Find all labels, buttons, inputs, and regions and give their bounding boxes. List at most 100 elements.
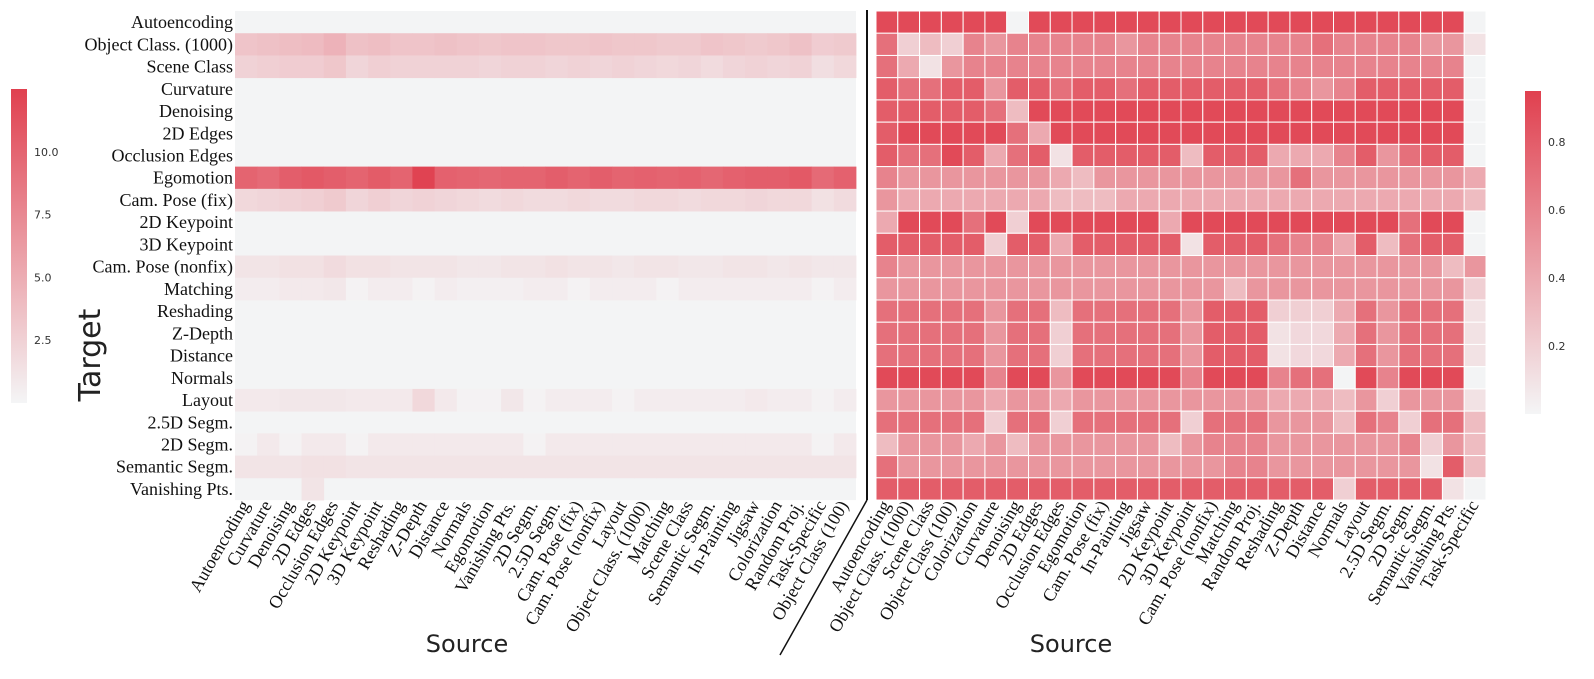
right-cell xyxy=(1420,121,1443,145)
left-cell xyxy=(501,188,524,212)
left-cell xyxy=(523,188,546,212)
left-cell xyxy=(789,388,813,412)
left-cell xyxy=(501,388,524,412)
left-cell xyxy=(545,188,569,212)
right-cell xyxy=(1398,99,1422,123)
right-cell xyxy=(1071,432,1095,457)
right-cell xyxy=(940,54,964,79)
left-cell xyxy=(257,388,280,412)
right-cell xyxy=(1006,188,1030,212)
right-cell xyxy=(1289,299,1313,323)
left-cell xyxy=(634,33,657,56)
right-cell xyxy=(1245,10,1269,34)
left-cell xyxy=(545,455,569,479)
row-label: Object Class. (1000) xyxy=(85,34,233,55)
left-cell xyxy=(545,255,569,279)
right-cell xyxy=(1071,32,1095,56)
right-cell xyxy=(1333,343,1356,368)
right-cell xyxy=(984,166,1008,190)
right-cell xyxy=(1267,277,1291,301)
right-cell xyxy=(1049,10,1073,34)
left-cell xyxy=(456,188,480,212)
right-cell xyxy=(919,321,942,345)
right-cell xyxy=(1267,388,1291,412)
right-cell xyxy=(1398,366,1422,390)
right-cell xyxy=(875,343,899,368)
right-cell xyxy=(1093,54,1117,79)
right-cell xyxy=(1049,143,1073,168)
left-cell xyxy=(456,166,480,190)
right-cell xyxy=(1376,366,1400,390)
right-cell xyxy=(1463,99,1487,123)
left-cell xyxy=(323,388,347,412)
right-cell xyxy=(1398,210,1422,234)
left-cell xyxy=(678,277,702,301)
left-cell xyxy=(478,433,502,456)
right-cell xyxy=(1180,232,1204,257)
right-x-axis-title: Source xyxy=(1030,630,1112,658)
right-cell xyxy=(1289,10,1313,34)
right-cell xyxy=(1376,432,1400,457)
left-cell xyxy=(368,188,391,212)
right-cell xyxy=(919,166,942,190)
right-cell xyxy=(875,77,899,101)
right-cell xyxy=(984,99,1008,123)
right-cell xyxy=(1333,388,1356,412)
left-cell xyxy=(501,166,524,190)
right-cell xyxy=(1441,388,1465,412)
row-label: Egomotion xyxy=(153,168,233,188)
right-cell xyxy=(1398,321,1422,345)
left-cell xyxy=(235,166,258,190)
right-cell xyxy=(1441,32,1465,56)
right-cell xyxy=(1289,121,1313,145)
left-cell xyxy=(811,277,835,301)
left-cell xyxy=(789,188,813,212)
left-cell xyxy=(634,55,657,79)
right-cell xyxy=(1463,188,1487,212)
right-cell xyxy=(1354,54,1378,79)
right-cell xyxy=(1398,277,1422,301)
left-cell xyxy=(678,188,702,212)
left-cell xyxy=(789,433,813,456)
right-cell xyxy=(1311,277,1334,301)
right-cell xyxy=(1115,343,1138,368)
right-cell xyxy=(1289,321,1313,345)
left-cell xyxy=(301,388,325,412)
left-cell xyxy=(700,455,724,479)
right-cell xyxy=(1463,388,1487,412)
left-cell xyxy=(656,55,679,79)
right-cell xyxy=(1202,77,1226,101)
right-cell xyxy=(1028,188,1051,212)
right-cell xyxy=(962,321,986,345)
left-cell xyxy=(656,255,679,279)
right-cell xyxy=(984,54,1008,79)
right-cell xyxy=(1441,366,1465,390)
right-cell xyxy=(1354,277,1378,301)
right-cell xyxy=(1376,166,1400,190)
right-cell xyxy=(1028,477,1051,501)
row-label: Denoising xyxy=(159,101,233,121)
right-cell xyxy=(1224,166,1247,190)
left-cell xyxy=(545,166,569,190)
left-cell xyxy=(323,33,347,56)
left-cell xyxy=(811,255,835,279)
left-cell xyxy=(567,388,591,412)
left-cell xyxy=(567,166,591,190)
right-colorbar-tick: 0.4 xyxy=(1548,272,1566,285)
right-cell xyxy=(1441,255,1465,279)
left-cell xyxy=(656,433,679,456)
right-cell xyxy=(1093,32,1117,56)
right-cell xyxy=(1049,54,1073,79)
right-cell xyxy=(1180,188,1204,212)
right-cell xyxy=(1354,210,1378,234)
right-cell xyxy=(1333,299,1356,323)
right-cell xyxy=(1441,455,1465,479)
right-cell xyxy=(1115,54,1138,79)
left-cell xyxy=(700,33,724,56)
right-cell xyxy=(1267,10,1291,34)
right-cell xyxy=(1376,10,1400,34)
right-cell xyxy=(1049,477,1073,501)
right-cell xyxy=(1376,99,1400,123)
right-cell xyxy=(1354,388,1378,412)
